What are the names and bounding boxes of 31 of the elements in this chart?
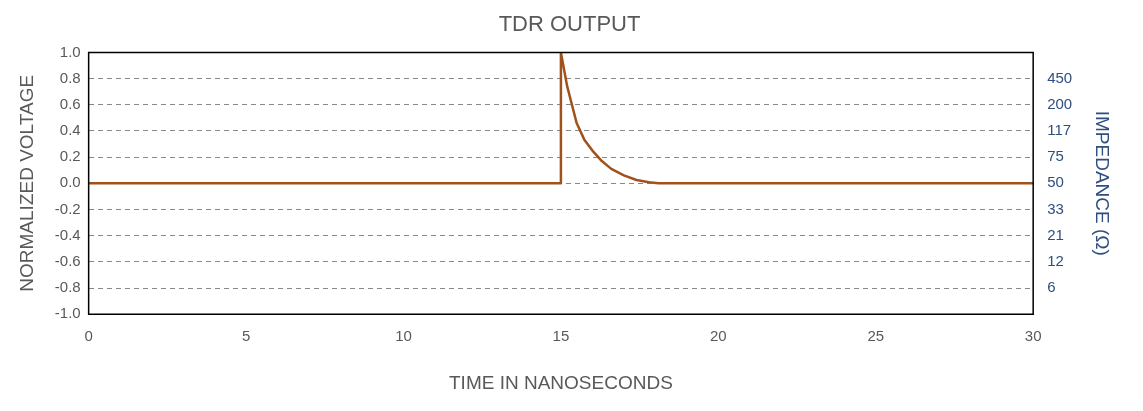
y-tick-label: -1.0 <box>54 304 81 322</box>
y-tick-label: -0.4 <box>54 225 81 243</box>
y-tick-label: 0.8 <box>59 68 81 86</box>
category-label: 33 <box>1047 199 1064 217</box>
category-label: 75 <box>1047 147 1064 165</box>
x-axis-title: TIME IN NANOSECONDS <box>449 371 673 393</box>
category-label: 117 <box>1047 121 1072 139</box>
y-tick-label: 0.4 <box>59 121 81 139</box>
x-tick-label: 5 <box>241 327 251 345</box>
x-tick-label: 0 <box>84 327 93 345</box>
category-label: 6 <box>1047 278 1056 296</box>
category-label: 12 <box>1047 251 1064 269</box>
y-tick-label: 0.0 <box>59 173 81 191</box>
y-tick-label: 1.0 <box>59 42 81 60</box>
y-tick-label: 0.2 <box>59 147 81 165</box>
category-label: 450 <box>1047 68 1073 86</box>
category-label: 21 <box>1047 225 1064 243</box>
x-tick-label: 25 <box>867 327 885 345</box>
chart-title: TDR OUTPUT <box>498 11 641 37</box>
y-tick-label: -0.8 <box>54 278 81 296</box>
y-tick-label: -0.2 <box>54 199 81 217</box>
category-label: 200 <box>1047 94 1073 112</box>
x-tick-label: 30 <box>1024 327 1042 345</box>
y-axis-title: NORMALIZED VOLTAGE <box>15 74 37 292</box>
y2-axis-title: IMPEDANCE (Ω) <box>1092 110 1114 256</box>
category-label: 50 <box>1047 173 1064 191</box>
y-tick-label: -0.6 <box>54 251 81 269</box>
y-tick-label: 0.6 <box>59 94 81 112</box>
x-tick-label: 15 <box>552 327 570 345</box>
x-tick-label: 10 <box>395 327 412 345</box>
x-tick-label: 20 <box>709 327 727 345</box>
